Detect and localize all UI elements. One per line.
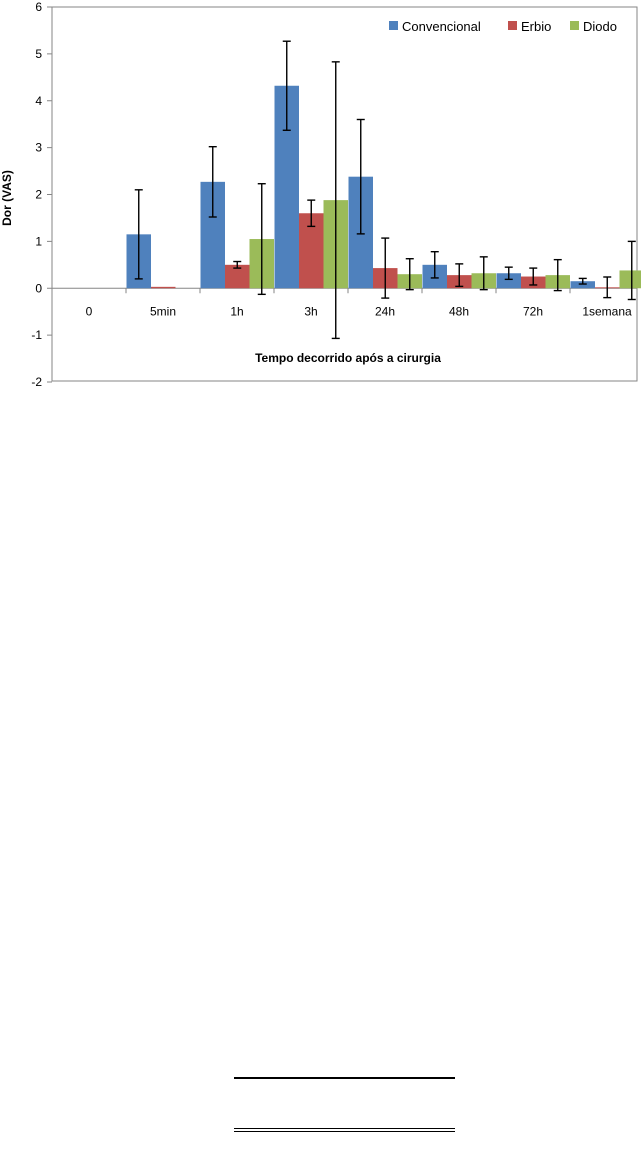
legend: Convencional Erbio Diodo xyxy=(389,19,617,34)
bars xyxy=(126,85,641,289)
x-tick-label: 24h xyxy=(375,304,395,318)
y-tick-label: 5 xyxy=(35,47,42,61)
axes xyxy=(47,6,638,383)
y-tick-label: 6 xyxy=(35,0,42,14)
y-tick-label: 4 xyxy=(35,94,42,108)
legend-swatch-erbio xyxy=(508,21,517,30)
legend-swatch-diodo xyxy=(570,21,579,30)
bar xyxy=(151,286,176,289)
y-tick-label: 0 xyxy=(35,281,42,295)
bar xyxy=(570,281,595,289)
x-tick-label: 5min xyxy=(150,304,176,318)
y-tick-label: -1 xyxy=(31,328,42,342)
legend-label-diodo: Diodo xyxy=(583,19,617,34)
x-tick-label: 0 xyxy=(86,304,93,318)
y-tick-label: -2 xyxy=(31,375,42,389)
x-tick-label: 3h xyxy=(304,304,317,318)
legend-label-erbio: Erbio xyxy=(521,19,551,34)
y-tick-label: 1 xyxy=(35,234,42,248)
double-rule-top xyxy=(234,1128,455,1129)
double-rule-bottom xyxy=(234,1131,455,1132)
bar xyxy=(225,264,250,289)
x-tick-label: 1h xyxy=(230,304,243,318)
error-bars xyxy=(134,40,636,340)
bar xyxy=(619,270,641,289)
x-tick-label: 48h xyxy=(449,304,469,318)
tick-labels: -2 -1 0 1 2 3 4 5 6 0 5min 1h 3h 24h 48h 72h 1semana xyxy=(31,0,632,389)
x-tick-label: 1semana xyxy=(582,304,632,318)
legend-label-convencional: Convencional xyxy=(402,19,481,34)
y-tick-label: 3 xyxy=(35,141,42,155)
y-tick-label: 2 xyxy=(35,188,42,202)
signature-line xyxy=(234,1077,455,1079)
legend-swatch-convencional xyxy=(389,21,398,30)
x-axis-title: Tempo decorrido após a cirurgia xyxy=(255,351,441,365)
x-tick-label: 72h xyxy=(523,304,543,318)
plot-frame xyxy=(51,6,638,382)
bar xyxy=(496,273,521,289)
y-axis-title: Dor (VAS) xyxy=(0,170,14,226)
